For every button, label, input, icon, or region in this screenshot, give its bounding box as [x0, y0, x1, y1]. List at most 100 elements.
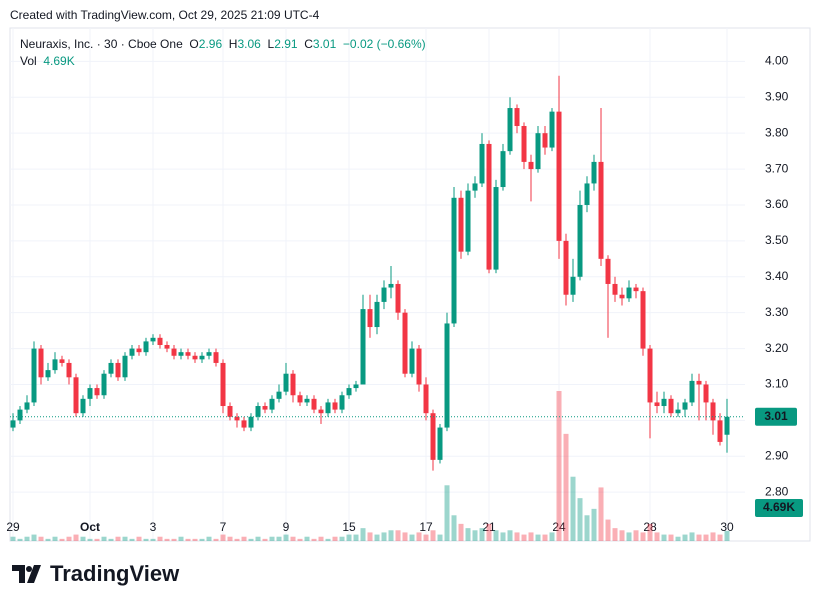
volume-bar — [164, 538, 170, 541]
volume-bar — [381, 532, 387, 541]
volume-bar — [185, 538, 191, 541]
candle-body — [409, 348, 415, 374]
y-tick-label: 3.60 — [765, 197, 789, 211]
candle-body — [514, 108, 520, 127]
candle-body — [640, 291, 646, 349]
y-tick-label: 3.10 — [765, 377, 789, 391]
candle-body — [430, 413, 436, 460]
volume-bar — [479, 528, 485, 541]
candle-body — [465, 190, 471, 252]
volume-bar — [283, 534, 289, 541]
candle-body — [38, 348, 44, 378]
candle-body — [304, 398, 310, 403]
last-price-label: 3.01 — [764, 409, 788, 423]
candle-body — [486, 143, 492, 270]
candle-body — [570, 276, 576, 295]
candle-body — [577, 204, 583, 277]
x-tick-label: 30 — [720, 520, 734, 534]
volume-bar — [143, 538, 149, 541]
y-tick-label: 3.80 — [765, 125, 789, 139]
volume-bar — [689, 532, 695, 541]
volume-bar — [220, 534, 226, 541]
candle-body — [262, 406, 268, 410]
volume-bar — [486, 523, 492, 541]
candle-body — [598, 161, 604, 259]
legend: Neuraxis, Inc. · 30 · Cboe One O2.96 H3.… — [20, 36, 426, 70]
candle-body — [549, 111, 555, 148]
volume-bar — [416, 532, 422, 541]
candle-body — [696, 380, 702, 385]
volume-bar — [297, 538, 303, 541]
volume-bar — [31, 534, 37, 541]
x-tick-label: Oct — [80, 520, 100, 534]
volume-bar — [472, 530, 478, 541]
candle-body — [150, 337, 156, 342]
candle-body — [416, 348, 422, 385]
volume-bar — [213, 538, 219, 541]
created-note: Created with TradingView.com, Oct 29, 20… — [10, 8, 320, 22]
volume-bar — [451, 515, 457, 541]
candle-body — [556, 111, 562, 241]
x-tick-label: 15 — [342, 520, 356, 534]
volume-bar — [80, 536, 86, 541]
volume-bar — [395, 530, 401, 541]
candle-body — [171, 348, 177, 356]
volume-bar — [388, 530, 394, 541]
volume-bar — [248, 538, 254, 541]
volume-bar — [157, 536, 163, 541]
volume-bar — [514, 532, 520, 541]
candle-body — [45, 370, 51, 378]
volume-bar — [171, 538, 177, 541]
volume-bar — [724, 530, 730, 541]
candle-body — [10, 420, 16, 428]
volume-bar — [556, 391, 562, 541]
candle-body — [339, 395, 345, 410]
x-tick-label: 9 — [283, 520, 290, 534]
logo-text: TradingView — [50, 561, 180, 586]
candle-body — [626, 287, 632, 299]
l-value: 2.91 — [274, 37, 298, 51]
volume-bar — [101, 536, 107, 541]
volume-bar — [339, 536, 345, 541]
candle-body — [479, 143, 485, 184]
candle-body — [325, 402, 331, 414]
volume-bar — [521, 534, 527, 541]
x-tick-label: 3 — [150, 520, 157, 534]
candle-body — [682, 402, 688, 410]
candle-body — [192, 355, 198, 360]
volume-bar — [577, 498, 583, 541]
x-tick-label: 17 — [419, 520, 433, 534]
x-tick-label: 21 — [482, 520, 496, 534]
volume-bar — [290, 536, 296, 541]
candle-body — [388, 283, 394, 288]
volume-bar — [591, 508, 597, 541]
volume-bar — [38, 536, 44, 541]
candle-body — [647, 348, 653, 403]
volume-bar — [10, 536, 16, 541]
volume-bar — [241, 536, 247, 541]
candle-body — [318, 409, 324, 414]
volume-bar — [45, 538, 51, 541]
volume-bar — [423, 534, 429, 541]
volume-bar — [346, 534, 352, 541]
logo-icon — [12, 565, 41, 583]
volume-bar — [570, 476, 576, 541]
candle-body — [703, 384, 709, 403]
candle-body — [213, 352, 219, 363]
l-label: L — [267, 37, 275, 51]
candle-body — [437, 427, 443, 460]
volume-bar — [647, 523, 653, 541]
candle-body — [234, 416, 240, 421]
volume-bar — [94, 538, 100, 541]
volume-bar — [374, 534, 380, 541]
volume-bar — [668, 534, 674, 541]
volume-bar — [24, 536, 30, 541]
x-tick-label: 28 — [643, 520, 657, 534]
volume-bar — [311, 538, 317, 541]
volume-bar — [682, 534, 688, 541]
volume-bar — [528, 532, 534, 541]
vol-label: Vol — [20, 54, 37, 68]
candle-body — [542, 133, 548, 148]
